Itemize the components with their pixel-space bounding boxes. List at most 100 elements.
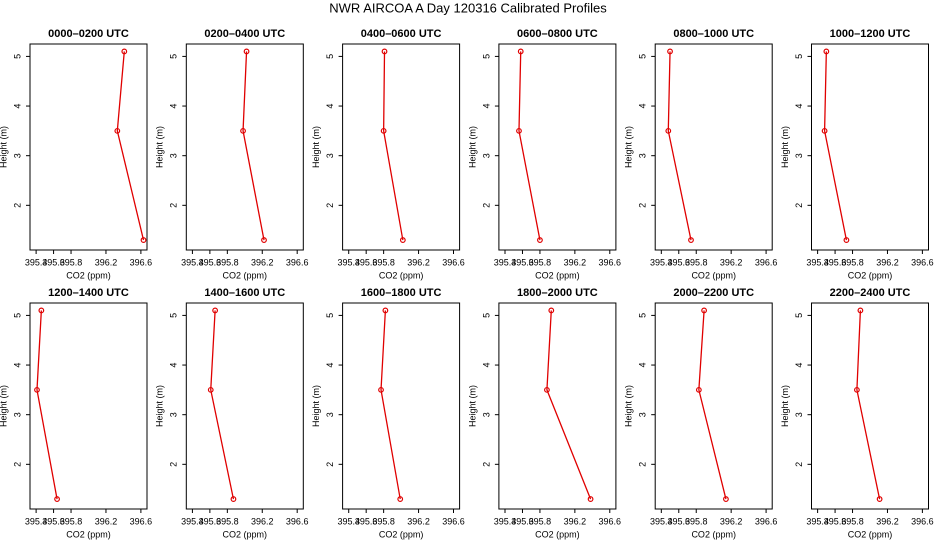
y-tick-label: 5 bbox=[794, 313, 804, 318]
y-tick-label: 2 bbox=[638, 203, 648, 208]
data-point bbox=[114, 127, 121, 134]
x-tick-label: 396.2 bbox=[564, 516, 587, 526]
x-tick-label: 395.8 bbox=[216, 516, 239, 526]
y-tick-label: 4 bbox=[481, 104, 491, 109]
y-tick-label: 2 bbox=[325, 203, 335, 208]
y-tick-label: 4 bbox=[169, 363, 179, 368]
profile-line bbox=[856, 310, 881, 500]
y-tick-label: 2 bbox=[169, 203, 179, 208]
x-tick-label: 395.6 bbox=[199, 257, 222, 267]
y-tick-label: 3 bbox=[638, 412, 648, 417]
y-tick-label: 2 bbox=[481, 203, 491, 208]
y-tick-label: 5 bbox=[169, 54, 179, 59]
y-tick-label: 3 bbox=[794, 412, 804, 417]
y-tick-label: 5 bbox=[638, 313, 648, 318]
y-tick-label: 2 bbox=[325, 462, 335, 467]
x-tick-label: 395.8 bbox=[60, 257, 83, 267]
y-tick-label: 4 bbox=[325, 104, 335, 109]
data-point bbox=[854, 386, 860, 393]
y-tick-label: 4 bbox=[638, 363, 648, 368]
data-point bbox=[381, 48, 388, 55]
x-tick-label: 396.6 bbox=[286, 516, 309, 526]
data-point bbox=[140, 237, 147, 243]
data-point bbox=[723, 496, 729, 502]
x-tick-label: 395.8 bbox=[841, 257, 864, 267]
data-point bbox=[212, 307, 219, 314]
x-tick-label: 395.6 bbox=[668, 516, 691, 526]
profile-line bbox=[546, 310, 592, 500]
y-tick-label: 4 bbox=[12, 363, 22, 368]
x-axis-label: CO2 (ppm) bbox=[379, 270, 424, 280]
y-tick-label: 4 bbox=[638, 104, 648, 109]
x-axis-label: CO2 (ppm) bbox=[223, 529, 268, 539]
plot-frame bbox=[811, 302, 929, 510]
x-tick-label: 395.8 bbox=[529, 257, 552, 267]
x-tick-label: 396.6 bbox=[599, 516, 622, 526]
panel-title: 1600–1800 UTC bbox=[361, 287, 442, 299]
profile-line bbox=[36, 310, 58, 500]
x-tick-label: 396.6 bbox=[755, 516, 778, 526]
x-tick-label: 396.6 bbox=[755, 257, 778, 267]
panel-title: 2200–2400 UTC bbox=[830, 287, 911, 299]
data-point bbox=[667, 48, 673, 55]
y-tick-label: 3 bbox=[325, 412, 335, 417]
plot-frame bbox=[342, 43, 461, 251]
x-axis-label: CO2 (ppm) bbox=[691, 270, 736, 280]
data-point bbox=[207, 386, 214, 393]
profile-line bbox=[518, 51, 541, 241]
profile-line bbox=[242, 51, 265, 241]
data-point bbox=[821, 127, 828, 134]
y-axis-label: Height (m) bbox=[780, 385, 790, 427]
x-tick-label: 396.2 bbox=[407, 257, 430, 267]
profile-line bbox=[210, 310, 235, 500]
y-axis-label: Height (m) bbox=[780, 126, 790, 168]
y-axis-label: Height (m) bbox=[467, 385, 477, 427]
x-tick-label: 395.6 bbox=[511, 257, 534, 267]
plot-frame bbox=[29, 43, 148, 251]
x-tick-label: 395.8 bbox=[685, 257, 708, 267]
x-tick-label: 395.4 bbox=[25, 257, 48, 267]
x-tick-label: 395.6 bbox=[668, 257, 691, 267]
x-tick-label: 396.6 bbox=[599, 257, 622, 267]
x-tick-label: 395.8 bbox=[372, 257, 395, 267]
x-tick-label: 396.2 bbox=[876, 257, 899, 267]
x-tick-label: 395.6 bbox=[42, 257, 65, 267]
panel-title: 0600–0800 UTC bbox=[517, 28, 598, 40]
data-point bbox=[665, 127, 672, 134]
x-tick-label: 395.4 bbox=[650, 516, 673, 526]
data-point bbox=[876, 496, 883, 502]
x-tick-label: 395.4 bbox=[337, 516, 360, 526]
plot-frame bbox=[498, 302, 617, 510]
panel-title: 1400–1600 UTC bbox=[204, 287, 285, 299]
x-axis-label: CO2 (ppm) bbox=[223, 270, 268, 280]
y-tick-label: 5 bbox=[638, 54, 648, 59]
x-tick-label: 395.8 bbox=[685, 516, 708, 526]
y-tick-label: 2 bbox=[638, 462, 648, 467]
y-tick-label: 2 bbox=[169, 462, 179, 467]
x-tick-label: 396.2 bbox=[407, 516, 430, 526]
data-point bbox=[397, 496, 404, 502]
x-tick-label: 395.6 bbox=[511, 516, 534, 526]
x-tick-label: 395.8 bbox=[216, 257, 239, 267]
x-tick-label: 395.4 bbox=[25, 516, 48, 526]
data-point bbox=[382, 307, 389, 314]
y-tick-label: 3 bbox=[481, 412, 491, 417]
x-tick-label: 395.6 bbox=[355, 516, 378, 526]
profile-line bbox=[698, 310, 727, 500]
x-tick-label: 396.6 bbox=[911, 516, 934, 526]
y-tick-label: 2 bbox=[12, 462, 22, 467]
data-point bbox=[587, 496, 594, 502]
x-axis-label: CO2 (ppm) bbox=[848, 529, 893, 539]
panel-title: 1000–1200 UTC bbox=[830, 28, 911, 40]
x-tick-label: 396.2 bbox=[251, 257, 274, 267]
